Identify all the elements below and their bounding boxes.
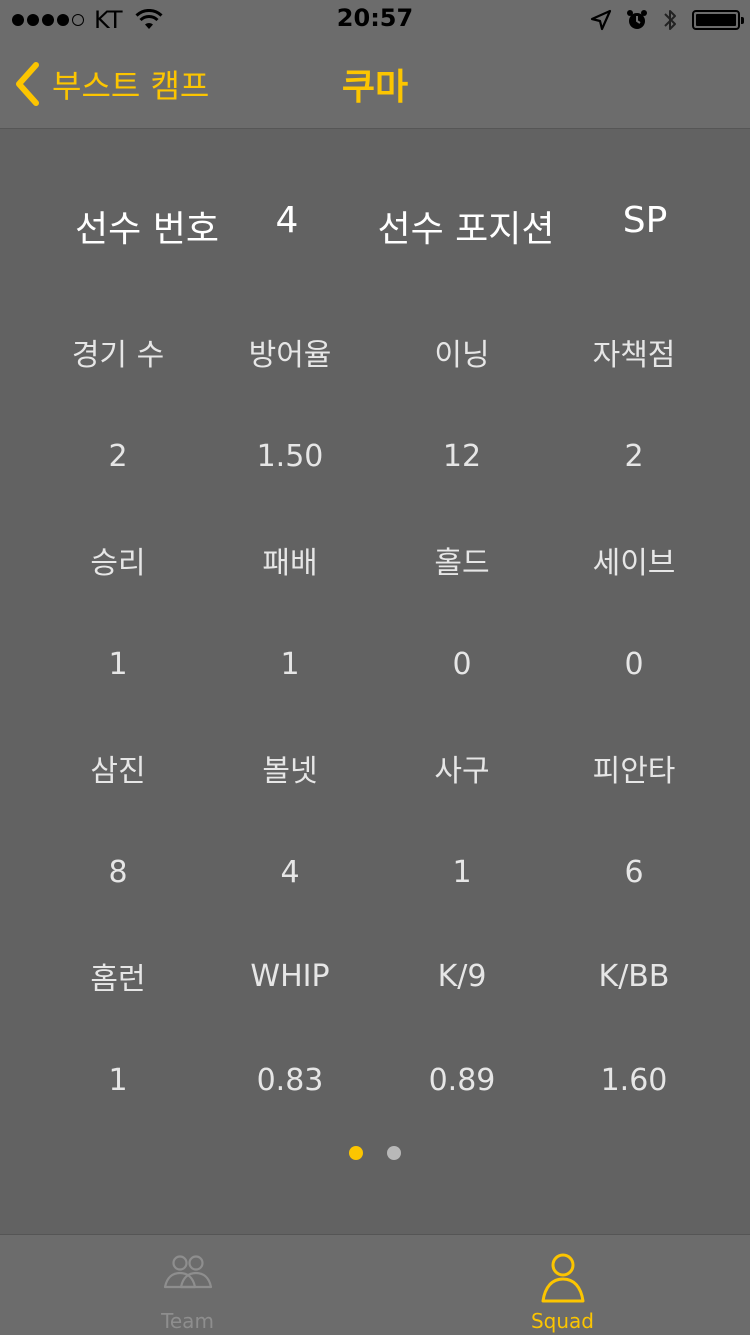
stat-label-earned-runs: 자책점 <box>592 338 676 373</box>
player-position-label: 선수 포지션 <box>377 209 555 250</box>
status-time: 20:57 <box>336 4 414 32</box>
stat-label-wins: 승리 <box>90 546 146 581</box>
stat-label-games: 경기 수 <box>71 338 165 373</box>
tab-squad-label: Squad <box>530 1309 595 1333</box>
battery-icon <box>692 10 744 30</box>
bluetooth-icon <box>664 10 676 30</box>
signal-dot <box>27 14 39 26</box>
stat-label-home-runs: 홈런 <box>90 962 146 997</box>
page-dot-1[interactable] <box>349 1146 363 1160</box>
stat-label-whip: WHIP <box>250 958 330 994</box>
status-left: KT <box>12 6 163 34</box>
location-arrow-icon <box>590 9 612 31</box>
back-button[interactable]: 부스트 캠프 <box>14 60 209 108</box>
carrier-name: KT <box>94 6 123 34</box>
player-header: 선수 번호 4 선수 포지션 SP <box>0 200 750 256</box>
stat-value-hit-by-pitch: 1 <box>452 854 472 890</box>
chevron-left-icon <box>16 62 39 106</box>
team-icon <box>163 1255 212 1289</box>
stat-label-saves: 세이브 <box>592 546 676 581</box>
stat-label-losses: 패배 <box>262 546 318 581</box>
battery-fill <box>696 14 736 26</box>
stat-value-wins: 1 <box>108 646 128 682</box>
stat-value-hits-allowed: 6 <box>624 854 644 890</box>
signal-dot <box>57 14 69 26</box>
stat-value-home-runs: 1 <box>108 1062 128 1098</box>
page-title: 쿠마 <box>341 67 409 108</box>
stat-label-walks: 볼넷 <box>262 754 318 789</box>
squad-icon <box>541 1253 584 1303</box>
signal-strength-icon <box>12 14 84 26</box>
tab-squad[interactable]: Squad <box>375 1235 750 1335</box>
page-control[interactable] <box>0 1146 750 1160</box>
stat-value-kbb: 1.60 <box>600 1062 668 1098</box>
stat-label-hit-by-pitch: 사구 <box>434 754 490 789</box>
stats-grid: 경기 수 방어율 이닝 자책점 2 1.50 12 2 승리 패배 홀드 세이브… <box>32 300 720 1132</box>
wifi-icon <box>135 9 163 29</box>
stat-label-k9: K/9 <box>437 958 487 994</box>
stat-value-innings: 12 <box>442 438 482 474</box>
stat-value-whip: 0.83 <box>256 1062 324 1098</box>
tab-team-label: Team <box>161 1309 214 1333</box>
stat-label-strikeouts: 삼진 <box>90 754 146 789</box>
stat-label-innings: 이닝 <box>434 338 490 373</box>
top-bar: KT 20:57 <box>0 0 750 129</box>
stat-value-holds: 0 <box>452 646 472 682</box>
alarm-icon <box>627 10 647 29</box>
player-number-value: 4 <box>275 200 299 241</box>
status-bar: KT 20:57 <box>0 0 750 40</box>
back-button-label: 부스트 캠프 <box>52 67 210 105</box>
player-number-label: 선수 번호 <box>75 209 219 250</box>
page-dot-2[interactable] <box>387 1146 401 1160</box>
stat-value-k9: 0.89 <box>428 1062 496 1098</box>
stat-value-earned-runs: 2 <box>624 438 644 474</box>
stat-label-era: 방어율 <box>248 338 332 373</box>
stat-value-strikeouts: 8 <box>108 854 128 890</box>
tab-team[interactable]: Team <box>0 1235 375 1335</box>
signal-dot <box>12 14 24 26</box>
stat-label-kbb: K/BB <box>598 958 670 994</box>
stat-value-losses: 1 <box>280 646 300 682</box>
navigation-bar: 부스트 캠프 쿠마 <box>0 40 750 128</box>
stat-value-saves: 0 <box>624 646 644 682</box>
signal-dot <box>42 14 54 26</box>
status-right <box>590 6 744 34</box>
stat-value-walks: 4 <box>280 854 300 890</box>
player-position-value: SP <box>622 200 668 241</box>
signal-dot <box>72 14 84 26</box>
tab-bar: Team Squad <box>0 1234 750 1335</box>
stat-value-era: 1.50 <box>256 438 324 474</box>
stat-value-games: 2 <box>108 438 128 474</box>
stat-label-holds: 홀드 <box>434 546 490 581</box>
stat-label-hits-allowed: 피안타 <box>592 754 676 789</box>
